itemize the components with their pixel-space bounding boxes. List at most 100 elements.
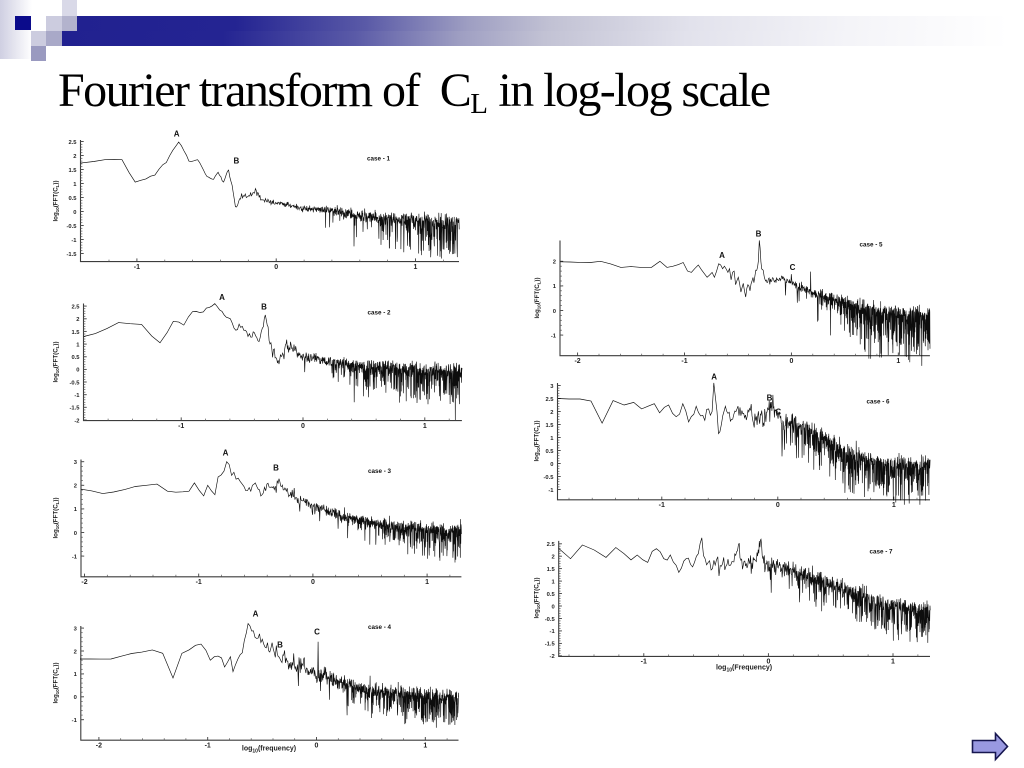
svg-text:-1: -1 (74, 393, 80, 399)
svg-text:A: A (253, 610, 259, 619)
svg-text:0: 0 (74, 695, 77, 701)
svg-text:-0.5: -0.5 (545, 617, 556, 623)
svg-text:1: 1 (551, 579, 555, 585)
svg-text:2: 2 (550, 410, 553, 416)
svg-text:2: 2 (76, 317, 79, 323)
svg-text:0: 0 (766, 659, 770, 666)
svg-text:-1: -1 (548, 488, 554, 494)
svg-text:0: 0 (74, 531, 77, 537)
svg-text:1.5: 1.5 (545, 423, 554, 429)
svg-text:A: A (711, 372, 717, 381)
svg-text:case - 2: case - 2 (367, 310, 391, 317)
svg-text:2.5: 2.5 (545, 397, 554, 403)
svg-text:0: 0 (315, 743, 319, 750)
svg-text:1: 1 (423, 423, 427, 430)
svg-text:1: 1 (74, 507, 78, 513)
svg-text:C: C (775, 408, 781, 417)
svg-text:B: B (756, 230, 762, 239)
svg-text:1: 1 (73, 182, 77, 188)
svg-text:-1: -1 (196, 579, 202, 586)
svg-text:0: 0 (73, 210, 76, 216)
svg-text:0: 0 (551, 604, 554, 610)
svg-text:log10(FFT(CL)): log10(FFT(CL)) (53, 662, 61, 703)
svg-text:case - 6: case - 6 (866, 399, 890, 406)
svg-text:A: A (719, 251, 725, 260)
svg-text:-2: -2 (574, 358, 580, 365)
svg-text:1: 1 (423, 743, 427, 750)
svg-text:-1.5: -1.5 (70, 406, 81, 412)
svg-text:-1: -1 (134, 264, 140, 271)
svg-text:0.5: 0.5 (545, 449, 554, 455)
svg-text:2: 2 (551, 555, 554, 561)
svg-text:-1: -1 (178, 423, 184, 430)
svg-text:1: 1 (891, 659, 895, 666)
svg-text:log10(FFT(CL)): log10(FFT(CL)) (534, 420, 542, 461)
svg-text:2: 2 (73, 154, 76, 160)
svg-text:log10(frequency): log10(frequency) (242, 746, 296, 755)
svg-text:0: 0 (301, 423, 305, 430)
svg-text:-1: -1 (659, 502, 665, 509)
svg-text:B: B (234, 157, 240, 166)
svg-text:-2: -2 (550, 654, 555, 660)
svg-text:1: 1 (414, 264, 418, 271)
svg-text:0: 0 (76, 368, 79, 374)
svg-text:-1.5: -1.5 (67, 252, 78, 258)
svg-text:0: 0 (553, 309, 556, 315)
svg-text:2: 2 (74, 649, 77, 655)
svg-text:-1: -1 (681, 358, 687, 365)
svg-text:1.5: 1.5 (71, 330, 80, 336)
svg-text:0: 0 (311, 579, 315, 586)
svg-text:-0.5: -0.5 (67, 224, 78, 230)
svg-text:-1: -1 (71, 238, 77, 244)
svg-text:-0.5: -0.5 (544, 475, 555, 481)
svg-text:-1: -1 (641, 659, 647, 666)
svg-text:-1.5: -1.5 (545, 642, 556, 648)
svg-text:B: B (273, 464, 279, 473)
svg-text:0: 0 (550, 462, 553, 468)
svg-text:0.5: 0.5 (547, 592, 556, 598)
svg-text:log10(Frequency): log10(Frequency) (716, 665, 772, 674)
svg-text:0: 0 (274, 264, 278, 271)
svg-text:1: 1 (74, 672, 78, 678)
svg-text:2: 2 (74, 484, 77, 490)
svg-text:1: 1 (425, 579, 429, 586)
svg-text:-0.5: -0.5 (70, 380, 81, 386)
svg-text:case - 4: case - 4 (368, 624, 392, 631)
svg-text:1: 1 (896, 358, 900, 365)
svg-text:B: B (277, 641, 283, 650)
svg-text:2.5: 2.5 (68, 140, 77, 146)
svg-text:2.5: 2.5 (71, 304, 80, 310)
svg-text:3: 3 (74, 460, 78, 466)
svg-text:0.5: 0.5 (68, 196, 77, 202)
svg-text:1: 1 (550, 436, 554, 442)
svg-text:1: 1 (892, 502, 896, 509)
svg-text:case - 7: case - 7 (869, 549, 893, 556)
svg-text:-2: -2 (81, 579, 87, 586)
svg-text:3: 3 (550, 384, 554, 390)
svg-text:0: 0 (789, 358, 793, 365)
svg-text:log10(FFT(CL)): log10(FFT(CL)) (53, 497, 61, 538)
svg-text:3: 3 (74, 626, 78, 632)
svg-text:0: 0 (776, 502, 780, 509)
svg-text:log10(FFT(CL)): log10(FFT(CL)) (53, 180, 61, 221)
svg-text:-1: -1 (72, 554, 78, 560)
svg-text:-1: -1 (72, 718, 78, 724)
svg-text:case - 3: case - 3 (368, 468, 392, 475)
svg-text:1: 1 (76, 342, 80, 348)
svg-text:log10(FFT(CL)): log10(FFT(CL)) (534, 577, 542, 618)
svg-text:-2: -2 (74, 418, 79, 424)
svg-text:1: 1 (553, 284, 557, 290)
svg-text:1.5: 1.5 (547, 567, 556, 573)
svg-text:-1: -1 (550, 629, 556, 635)
svg-text:C: C (790, 263, 796, 272)
svg-text:2.5: 2.5 (547, 542, 556, 548)
svg-text:B: B (767, 394, 773, 403)
svg-text:A: A (223, 449, 229, 458)
svg-text:A: A (219, 293, 225, 302)
svg-text:2: 2 (553, 260, 556, 266)
svg-text:log10(FFT(CL)): log10(FFT(CL)) (534, 277, 542, 318)
svg-text:0.5: 0.5 (71, 355, 80, 361)
svg-text:case - 1: case - 1 (367, 156, 391, 163)
svg-text:case - 5: case - 5 (859, 242, 883, 249)
svg-text:A: A (174, 130, 180, 139)
